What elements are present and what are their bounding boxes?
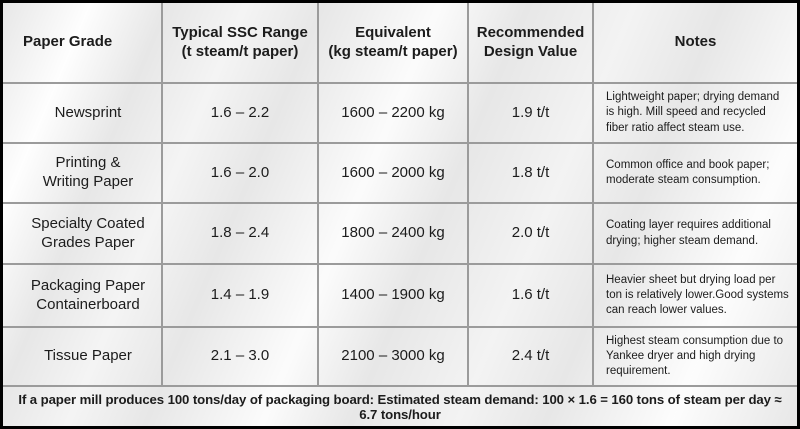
ssc-range-value: 1.4 – 1.9 <box>163 265 319 328</box>
equivalent-value: 2100 – 3000 kg <box>319 328 469 387</box>
grade-value: Printing & Writing Paper <box>3 144 163 204</box>
example-calculation-footer: If a paper mill produces 100 tons/day of… <box>18 391 782 422</box>
ssc-range-value: 2.1 – 3.0 <box>163 328 319 387</box>
design-value: 2.0 t/t <box>469 204 594 265</box>
table-row-printing-writing: Printing & Writing Paper 1.6 – 2.0 1600 … <box>3 144 797 204</box>
table-row-packaging: Packaging Paper Containerboard 1.4 – 1.9… <box>3 265 797 328</box>
design-value: 2.4 t/t <box>469 328 594 387</box>
notes-value: Highest steam consumption due to Yankee … <box>594 328 797 387</box>
ssc-range-value: 1.6 – 2.0 <box>163 144 319 204</box>
design-value: 1.6 t/t <box>469 265 594 328</box>
notes-value: Coating layer requires additional drying… <box>594 204 797 265</box>
grade-value: Tissue Paper <box>3 328 163 387</box>
grade-value: Packaging Paper Containerboard <box>3 265 163 328</box>
notes-value: Lightweight paper; drying demand is high… <box>594 84 797 144</box>
equivalent-value: 1600 – 2000 kg <box>319 144 469 204</box>
table-header-row: Paper Grade Typical SSC Range (t steam/t… <box>3 3 797 84</box>
notes-value: Heavier sheet but drying load per ton is… <box>594 265 797 328</box>
equivalent-value: 1600 – 2200 kg <box>319 84 469 144</box>
header-design-value: Recommended Design Value <box>469 3 594 84</box>
ssc-range-value: 1.8 – 2.4 <box>163 204 319 265</box>
equivalent-value: 1400 – 1900 kg <box>319 265 469 328</box>
table-row-specialty-coated: Specialty Coated Grades Paper 1.8 – 2.4 … <box>3 204 797 265</box>
notes-value: Common office and book paper; moderate s… <box>594 144 797 204</box>
header-paper-grade: Paper Grade <box>3 3 163 84</box>
equivalent-value: 1800 – 2400 kg <box>319 204 469 265</box>
header-ssc-range: Typical SSC Range (t steam/t paper) <box>163 3 319 84</box>
header-notes: Notes <box>594 3 797 84</box>
grade-value: Newsprint <box>3 84 163 144</box>
table-row-newsprint: Newsprint 1.6 – 2.2 1600 – 2200 kg 1.9 t… <box>3 84 797 144</box>
ssc-range-value: 1.6 – 2.2 <box>163 84 319 144</box>
design-value: 1.9 t/t <box>469 84 594 144</box>
header-equivalent: Equivalent (kg steam/t paper) <box>319 3 469 84</box>
grade-value: Specialty Coated Grades Paper <box>3 204 163 265</box>
table-row-tissue: Tissue Paper 2.1 – 3.0 2100 – 3000 kg 2.… <box>3 328 797 387</box>
design-value: 1.8 t/t <box>469 144 594 204</box>
